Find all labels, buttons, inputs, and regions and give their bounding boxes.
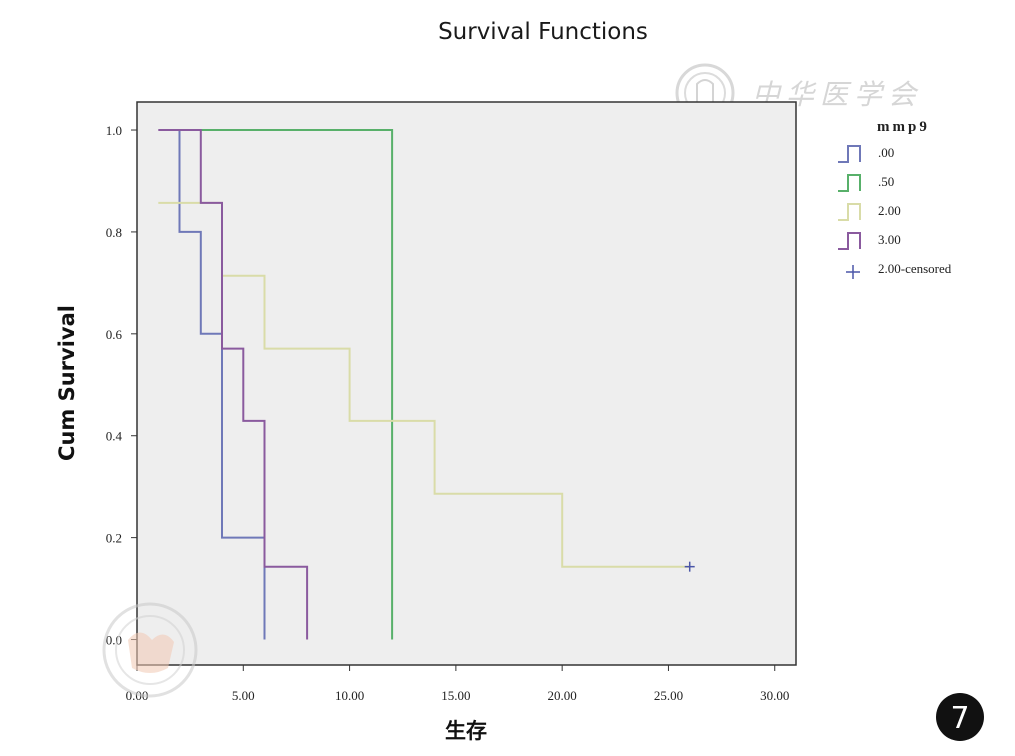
legend-swatch-censored bbox=[846, 265, 860, 279]
chart-title: Survival Functions bbox=[438, 19, 648, 45]
y-tick-label: 0.8 bbox=[106, 225, 122, 240]
x-axis-label: 生存 bbox=[445, 719, 487, 743]
x-tick-label: 25.00 bbox=[654, 688, 683, 703]
legend: mmp9 .00 .50 2.00 3.00 2.00-censored bbox=[838, 119, 952, 279]
legend-swatch bbox=[838, 203, 861, 221]
x-tick-label: 10.00 bbox=[335, 688, 364, 703]
legend-entry: 2.00-censored bbox=[878, 261, 952, 276]
y-tick-label: 0.4 bbox=[106, 429, 123, 444]
legend-swatch bbox=[838, 145, 861, 163]
y-tick-label: 1.0 bbox=[106, 123, 122, 138]
seal-watermark bbox=[102, 602, 198, 698]
legend-swatch bbox=[838, 232, 861, 250]
series-line-1 bbox=[179, 129, 394, 640]
legend-entry: .50 bbox=[878, 174, 894, 189]
series-line-3 bbox=[158, 129, 309, 640]
y-tick-label: 0.6 bbox=[106, 327, 123, 342]
censored-marker bbox=[684, 561, 695, 572]
figure-number: 7 bbox=[950, 701, 969, 736]
legend-entry: .00 bbox=[878, 145, 894, 160]
axis-ticks: 0.00 5.00 10.00 15.00 20.00 25.00 30.000.00.20… bbox=[106, 123, 790, 703]
y-tick-label: 0.2 bbox=[106, 531, 122, 546]
x-tick-label: 30.00 bbox=[760, 688, 789, 703]
legend-swatch bbox=[838, 174, 861, 192]
legend-entry: 3.00 bbox=[878, 232, 901, 247]
series-layer bbox=[158, 129, 695, 640]
plot-area bbox=[136, 101, 797, 666]
figure-number-badge: 7 bbox=[936, 693, 984, 741]
y-axis-label: Cum Survival bbox=[55, 305, 79, 461]
x-tick-label: 20.00 bbox=[548, 688, 577, 703]
legend-entry: 2.00 bbox=[878, 203, 901, 218]
series-line-0 bbox=[178, 130, 266, 640]
legend-title: mmp9 bbox=[877, 119, 930, 135]
x-tick-label: 15.00 bbox=[441, 688, 470, 703]
x-tick-label: 5.00 bbox=[232, 688, 255, 703]
